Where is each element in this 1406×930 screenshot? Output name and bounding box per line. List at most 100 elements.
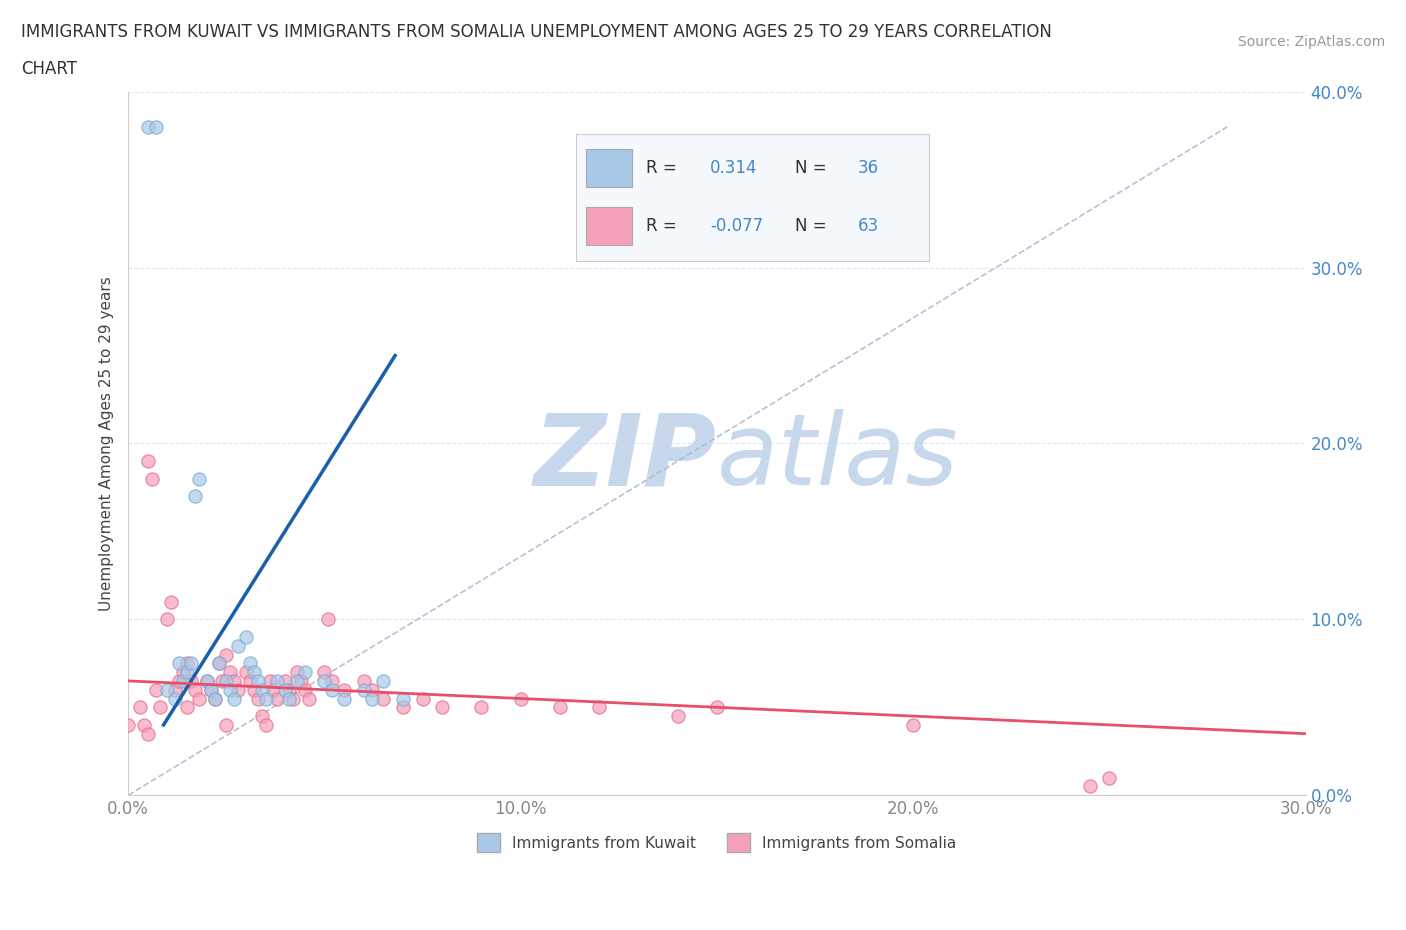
Point <box>243 665 266 680</box>
Point <box>141 472 163 486</box>
Point <box>195 673 218 688</box>
Point <box>392 691 415 706</box>
Text: Source: ZipAtlas.com: Source: ZipAtlas.com <box>1237 35 1385 49</box>
Point <box>145 683 167 698</box>
Point <box>180 656 202 671</box>
Point <box>254 717 277 732</box>
Legend: Immigrants from Kuwait, Immigrants from Somalia: Immigrants from Kuwait, Immigrants from … <box>471 827 963 858</box>
Text: IMMIGRANTS FROM KUWAIT VS IMMIGRANTS FROM SOMALIA UNEMPLOYMENT AMONG AGES 25 TO : IMMIGRANTS FROM KUWAIT VS IMMIGRANTS FRO… <box>21 23 1052 41</box>
Point <box>184 683 207 698</box>
Point <box>165 691 187 706</box>
Point <box>373 691 395 706</box>
Point <box>204 691 226 706</box>
Point <box>246 691 269 706</box>
Point <box>470 700 492 715</box>
Point <box>509 691 531 706</box>
Point <box>180 673 202 688</box>
Point <box>172 673 194 688</box>
Point <box>200 683 222 698</box>
Point <box>160 594 183 609</box>
Point <box>285 673 308 688</box>
Point <box>207 656 229 671</box>
Point <box>129 700 152 715</box>
Point <box>136 726 159 741</box>
Point <box>353 683 375 698</box>
Point <box>224 691 246 706</box>
Text: CHART: CHART <box>21 60 77 78</box>
Point <box>117 717 139 732</box>
Point <box>250 683 273 698</box>
Point <box>259 673 281 688</box>
Text: atlas: atlas <box>717 409 959 506</box>
Point <box>262 683 284 698</box>
Point <box>266 691 288 706</box>
Point <box>314 673 336 688</box>
Point <box>235 630 257 644</box>
Point <box>235 665 257 680</box>
Point <box>285 665 308 680</box>
Point <box>156 612 179 627</box>
Point <box>132 717 155 732</box>
Point <box>318 612 340 627</box>
Point <box>274 673 297 688</box>
Point <box>281 691 304 706</box>
Point <box>204 691 226 706</box>
Point <box>298 691 321 706</box>
Point <box>321 683 343 698</box>
Point <box>321 673 343 688</box>
Point <box>215 647 238 662</box>
Point <box>548 700 571 715</box>
Point <box>294 683 316 698</box>
Point <box>314 665 336 680</box>
Point <box>588 700 610 715</box>
Point <box>1078 779 1101 794</box>
Point <box>254 691 277 706</box>
Point <box>250 709 273 724</box>
Point <box>200 683 222 698</box>
Point <box>167 656 190 671</box>
Point <box>195 673 218 688</box>
Point <box>176 665 198 680</box>
Point <box>226 638 249 653</box>
Point <box>145 119 167 134</box>
Point <box>172 665 194 680</box>
Point <box>156 683 179 698</box>
Point <box>706 700 728 715</box>
Point <box>187 472 209 486</box>
Point <box>432 700 454 715</box>
Point <box>274 683 297 698</box>
Point <box>360 691 382 706</box>
Point <box>136 454 159 469</box>
Point <box>219 683 242 698</box>
Point <box>149 700 172 715</box>
Point <box>219 665 242 680</box>
Point <box>266 673 288 688</box>
Point <box>333 691 356 706</box>
Point <box>294 665 316 680</box>
Point <box>278 683 301 698</box>
Point <box>176 700 198 715</box>
Point <box>165 683 187 698</box>
Point <box>243 683 266 698</box>
Point <box>290 673 312 688</box>
Point <box>136 119 159 134</box>
Point <box>666 709 689 724</box>
Point <box>392 700 415 715</box>
Point <box>187 691 209 706</box>
Point <box>278 691 301 706</box>
Point <box>239 656 262 671</box>
Point <box>1098 770 1121 785</box>
Point <box>211 673 233 688</box>
Text: ZIP: ZIP <box>534 409 717 506</box>
Point <box>412 691 434 706</box>
Point <box>207 656 229 671</box>
Point <box>167 673 190 688</box>
Point <box>226 683 249 698</box>
Point <box>353 673 375 688</box>
Point <box>215 717 238 732</box>
Point <box>239 673 262 688</box>
Point <box>901 717 924 732</box>
Point <box>360 683 382 698</box>
Point <box>215 673 238 688</box>
Point <box>246 673 269 688</box>
